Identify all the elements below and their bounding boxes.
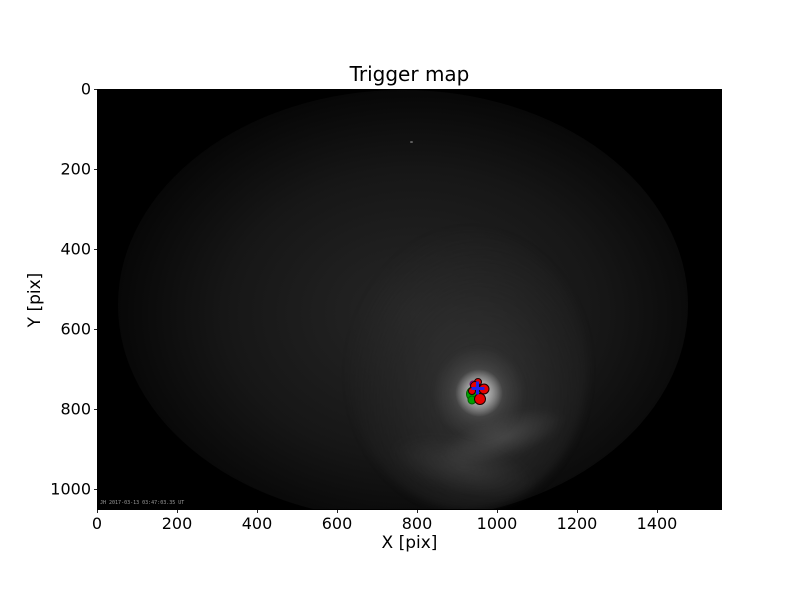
y-tick-mark	[94, 169, 97, 170]
x-tick-label: 200	[161, 514, 193, 533]
x-tick-mark	[97, 510, 98, 513]
x-tick-label: 400	[241, 514, 273, 533]
y-tick-mark	[94, 249, 97, 250]
y-tick-mark	[94, 89, 97, 90]
y-tick-label: 800	[60, 399, 91, 419]
x-tick-mark	[417, 510, 418, 513]
cloud-wisp	[434, 395, 572, 479]
x-tick-label: 0	[91, 514, 103, 533]
x-tick-mark	[657, 510, 658, 513]
centroid-blue-plus-marker	[471, 382, 484, 395]
y-tick-label: 600	[60, 319, 91, 339]
camera-timestamp-watermark: JH 2017-03-13 03:47:03.35 UT	[100, 500, 185, 506]
x-axis-label: X [pix]	[381, 533, 438, 553]
sky-bright-cloud-region	[348, 230, 588, 509]
y-tick-label: 400	[60, 239, 91, 259]
faint-star-dot	[410, 141, 413, 143]
x-tick-mark	[257, 510, 258, 513]
chart-title: Trigger map	[349, 62, 470, 86]
x-tick-label: 800	[401, 514, 433, 533]
x-tick-label: 1000	[476, 514, 518, 533]
y-tick-label: 0	[80, 79, 91, 99]
x-tick-label: 1200	[556, 514, 598, 533]
y-tick-mark	[94, 329, 97, 330]
y-axis-label: Y [pix]	[25, 272, 45, 328]
sky-glow-disk	[118, 90, 688, 509]
y-tick-label: 1000	[50, 479, 91, 499]
y-tick-label: 200	[60, 159, 91, 179]
x-tick-mark	[177, 510, 178, 513]
y-tick-mark	[94, 489, 97, 490]
x-tick-label: 600	[321, 514, 353, 533]
x-tick-label: 1400	[636, 514, 678, 533]
y-tick-mark	[94, 409, 97, 410]
plot-area: JH 2017-03-13 03:47:03.35 UT	[97, 89, 722, 510]
cloud-wisp	[383, 422, 543, 509]
x-tick-mark	[577, 510, 578, 513]
x-tick-mark	[337, 510, 338, 513]
x-tick-mark	[497, 510, 498, 513]
